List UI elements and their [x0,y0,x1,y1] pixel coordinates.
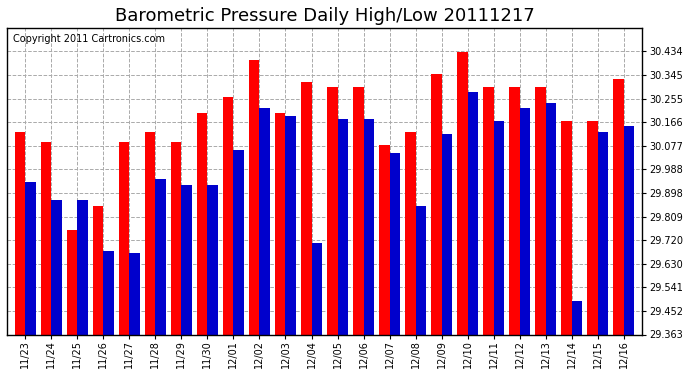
Bar [353,87,364,334]
Bar [327,87,337,334]
Bar [415,206,426,334]
Bar [483,87,494,334]
Bar [405,132,415,334]
Bar [562,121,572,334]
Bar [509,87,520,334]
Bar [119,142,129,334]
Bar [572,301,582,334]
Bar [249,60,259,334]
Bar [457,53,468,334]
Bar [442,134,452,334]
Bar [77,201,88,334]
Bar [364,118,374,334]
Bar [624,126,634,334]
Bar [25,182,36,334]
Bar [14,132,25,334]
Bar [613,79,624,334]
Bar [233,150,244,334]
Bar [275,113,286,334]
Bar [598,132,609,334]
Bar [223,98,233,334]
Bar [431,74,442,334]
Bar [380,145,390,334]
Title: Barometric Pressure Daily High/Low 20111217: Barometric Pressure Daily High/Low 20111… [115,7,534,25]
Bar [311,243,322,334]
Bar [67,230,77,334]
Bar [546,103,556,334]
Bar [129,254,139,334]
Bar [197,113,208,334]
Bar [390,153,400,334]
Bar [208,184,218,334]
Bar [155,179,166,334]
Bar [301,81,311,334]
Bar [93,206,104,334]
Bar [587,121,598,334]
Bar [104,251,114,334]
Text: Copyright 2011 Cartronics.com: Copyright 2011 Cartronics.com [13,34,166,44]
Bar [468,92,478,334]
Bar [51,201,61,334]
Bar [171,142,181,334]
Bar [259,108,270,334]
Bar [535,87,546,334]
Bar [181,184,192,334]
Bar [41,142,51,334]
Bar [145,132,155,334]
Bar [286,116,296,334]
Bar [520,108,530,334]
Bar [337,118,348,334]
Bar [494,121,504,334]
